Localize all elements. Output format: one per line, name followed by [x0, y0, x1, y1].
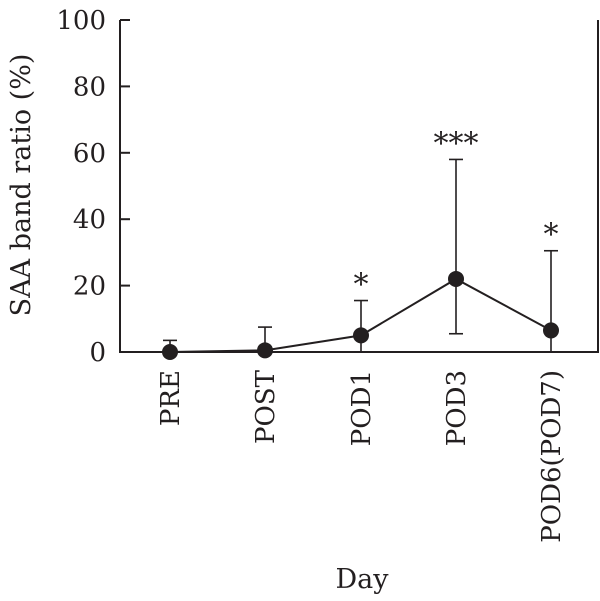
- significance-label: ***: [434, 126, 479, 161]
- category-label: POST: [251, 369, 281, 444]
- category-label: POD6(POD7): [537, 370, 567, 543]
- data-point: [353, 327, 369, 344]
- y-tick-label: 0: [89, 338, 106, 368]
- y-tick-label: 60: [73, 139, 106, 169]
- category-label: POD3: [442, 370, 472, 446]
- data-point: [448, 270, 464, 287]
- significance-label: *: [544, 218, 559, 253]
- data-point: [162, 344, 178, 360]
- y-ticks: 0 20 40 60 80 100: [56, 6, 130, 368]
- data-point: [257, 342, 273, 359]
- x-axis-title: Day: [336, 564, 390, 595]
- data-point: [543, 322, 559, 339]
- category-labels: PRE POST POD1 POD3 POD6(POD7): [156, 369, 567, 542]
- y-tick-label: 40: [73, 205, 106, 235]
- significance-label: *: [354, 268, 369, 303]
- data-points: [162, 270, 559, 360]
- significance-labels: *****: [354, 126, 559, 302]
- y-tick-label: 20: [73, 272, 106, 302]
- y-tick-label: 100: [56, 6, 106, 36]
- y-tick-label: 80: [73, 72, 106, 102]
- category-label: PRE: [156, 370, 186, 426]
- y-axis-title: SAA band ratio (%): [6, 54, 37, 317]
- category-label: POD1: [347, 370, 377, 446]
- error-bars: [163, 158, 558, 353]
